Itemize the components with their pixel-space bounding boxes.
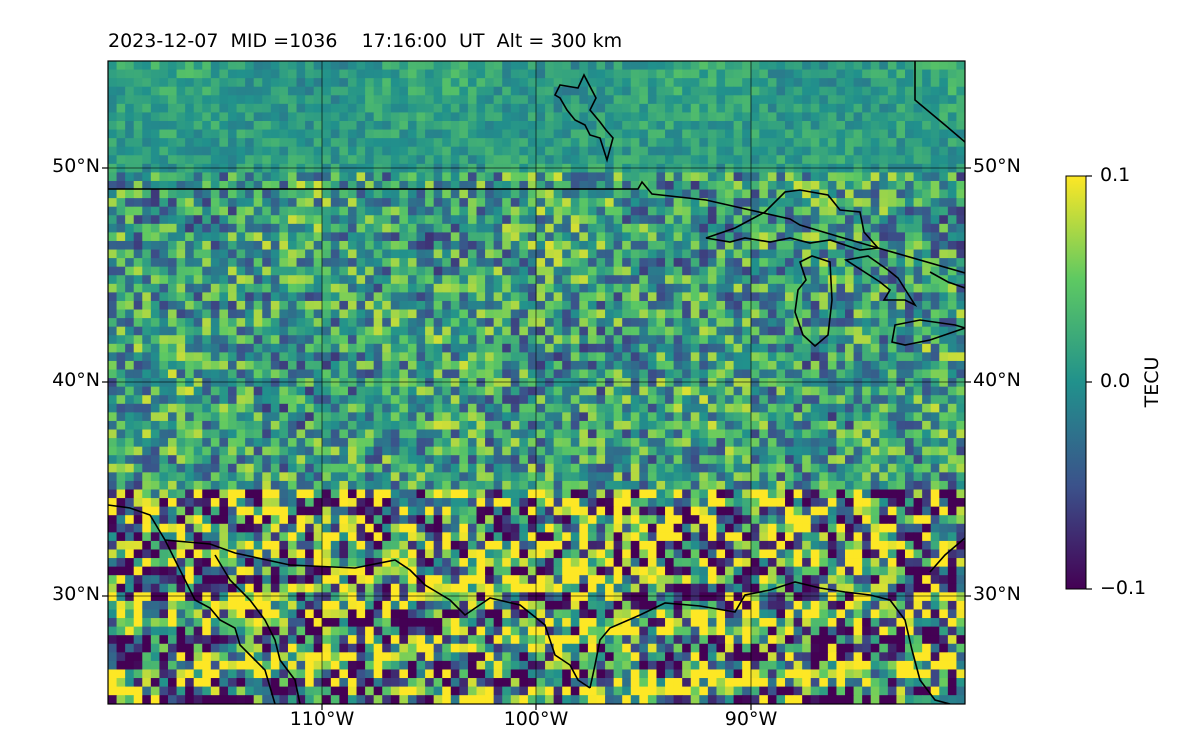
gridlines — [108, 61, 965, 704]
us-canada-border — [108, 180, 965, 274]
lat-label-left-40: 40°N — [52, 369, 100, 391]
lat-label-right-50: 50°N — [973, 155, 1021, 177]
lon-label-110w: 110°W — [289, 708, 355, 730]
lake-michigan — [794, 255, 833, 348]
colorbar-tick-min: −0.1 — [1100, 577, 1147, 599]
gulf-coast-mexico — [589, 581, 951, 704]
lon-label-90w: 90°W — [724, 708, 778, 730]
florida-coast — [929, 537, 965, 573]
colorbar-label: TECU — [1141, 356, 1163, 408]
colorbar — [1065, 175, 1087, 590]
lat-label-left-30: 30°N — [52, 583, 100, 605]
map-title: 2023-12-07 MID =1036 17:16:00 UT Alt = 3… — [108, 30, 623, 52]
us-mexico-border — [108, 504, 591, 689]
tec-raster — [108, 61, 965, 704]
lake-erie — [891, 319, 965, 346]
lat-label-left-50: 50°N — [52, 155, 100, 177]
hudson-bay-coast — [553, 73, 614, 163]
lake-superior — [705, 189, 880, 251]
labrador-coast — [914, 61, 965, 143]
lake-huron — [843, 255, 918, 307]
axis-ticks — [102, 167, 971, 710]
coastlines-borders — [108, 61, 965, 704]
baja-california — [214, 554, 301, 704]
mexico-pacific-coast — [164, 539, 276, 704]
colorbar-tick-zero: 0.0 — [1100, 370, 1131, 392]
lon-label-100w: 100°W — [503, 708, 569, 730]
lat-label-right-30: 30°N — [973, 583, 1021, 605]
colorbar-tick-max: 0.1 — [1100, 164, 1131, 186]
colorbar-ticks — [1086, 175, 1092, 590]
lat-label-right-40: 40°N — [973, 369, 1021, 391]
lake-ontario — [929, 271, 965, 289]
